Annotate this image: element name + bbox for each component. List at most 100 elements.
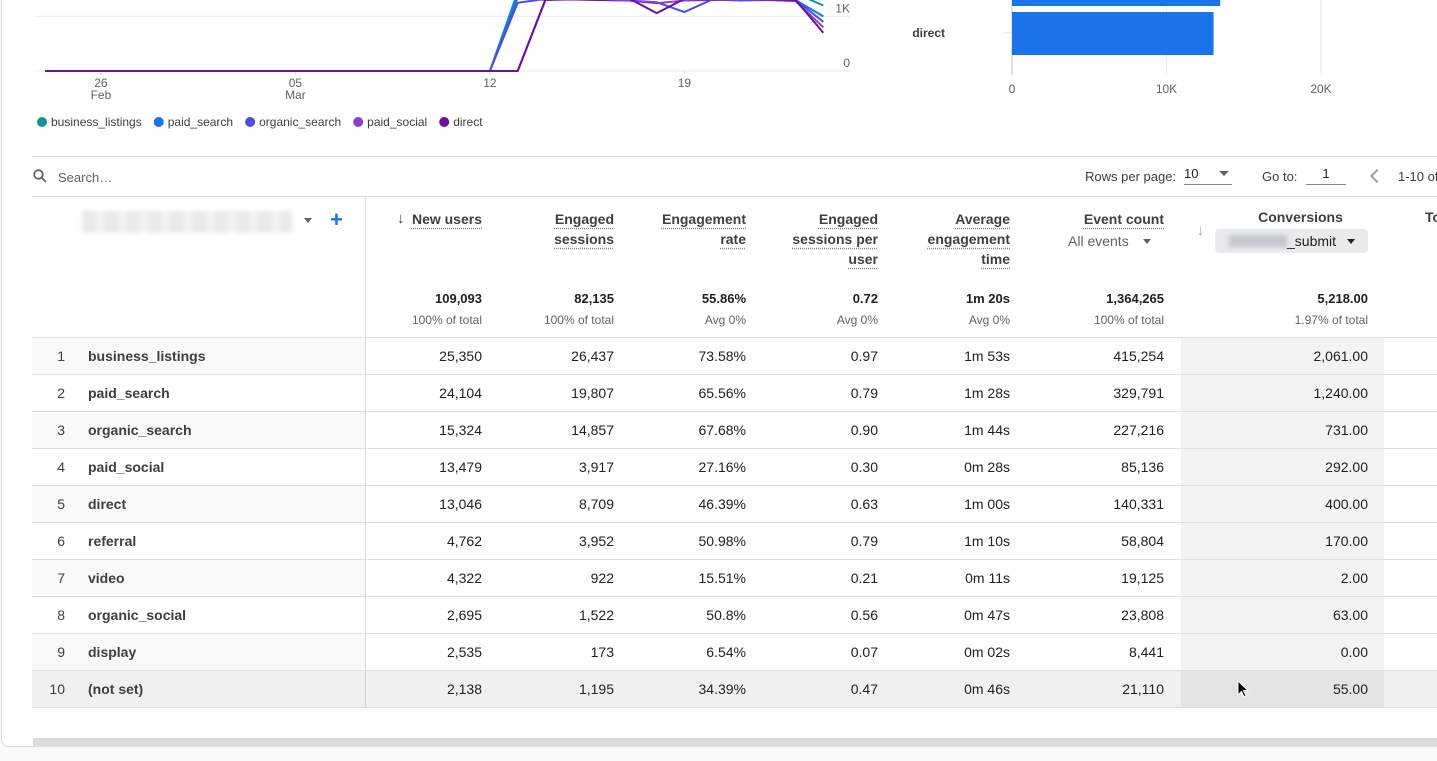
y-tick-label: direct [912,26,945,40]
cell-value: 0m 02s [964,644,1010,660]
row-index: 2 [57,385,65,401]
row-band [32,634,365,670]
page-range: 1-10 of [1398,169,1437,184]
metric-selector[interactable]: All events [1068,233,1129,249]
column-header[interactable]: Engaged sessions [518,209,614,249]
x-tick-label: 19 [678,76,692,90]
cell-value: 1m 10s [964,533,1010,549]
column-header[interactable]: Engaged sessions per user [782,209,878,269]
row-dimension: (not set) [88,681,143,697]
cell-value: 292.00 [1325,459,1368,475]
search-input[interactable]: Search… [58,170,112,185]
cell-value: 50.8% [706,607,746,623]
cell-value: 329,791 [1113,385,1164,401]
cell-value: 0.21 [851,570,878,586]
row-index: 3 [57,422,65,438]
cell-value: 6.54% [706,644,746,660]
dimension-blur [82,211,292,233]
cell-value: 13,046 [439,496,482,512]
row-band [32,560,365,596]
magnifier [33,169,47,183]
column-header[interactable]: Event count [1068,209,1164,229]
header-text: Engaged sessions per user [792,211,878,267]
cell-value: 8,709 [579,496,614,512]
cell-value: 14,857 [571,422,614,438]
line-series [45,0,823,71]
row-band [32,486,365,522]
cell-value: 170.00 [1325,533,1368,549]
sort-arrow[interactable]: ↓ [1197,222,1204,238]
header-text: Event count [1084,211,1164,227]
row-index: 5 [57,496,65,512]
selector-caret [1143,239,1151,244]
row-dimension: display [88,644,136,660]
total-value: 0.72 [853,291,878,306]
cell-value: 0.79 [851,385,878,401]
legend-dot [37,117,47,127]
cell-value: 1m 28s [964,385,1010,401]
bar [1012,12,1214,55]
row-divider [32,596,1437,597]
x-tick-sublabel: Feb [91,88,112,102]
cell-value: 73.58% [699,348,746,364]
row-divider [32,448,1437,449]
legend-label: direct [453,115,483,129]
row-dimension: referral [88,533,136,549]
cell-value: 0.07 [851,644,878,660]
cell-value: 400.00 [1325,496,1368,512]
cell-value: 1m 44s [964,422,1010,438]
cell-value: 85,136 [1121,459,1164,475]
cell-value: 0.97 [851,348,878,364]
cell-value: 50.98% [699,533,746,549]
cell-value: 26,437 [571,348,614,364]
cell-value: 67.68% [699,422,746,438]
add-dimension[interactable]: + [330,207,343,233]
legend-dot [154,117,164,127]
column-header[interactable]: Average engagement time [914,209,1010,269]
cell-value: 0m 46s [964,681,1010,697]
cell-value: 4,762 [447,533,482,549]
column-header: Conversions [1233,209,1368,225]
column-header[interactable]: Engagement rate [650,209,746,249]
cell-value: 140,331 [1113,496,1164,512]
cell-value: 2,061.00 [1314,348,1369,364]
dimension-caret[interactable] [304,218,312,223]
legend-label: paid_social [367,115,427,129]
legend-label: business_listings [51,115,142,129]
scrollbar[interactable] [33,738,1437,746]
goto-input[interactable]: 1 [1306,166,1346,185]
cell-value: 2,695 [447,607,482,623]
cell-value: 19,807 [571,385,614,401]
divider [32,196,1437,197]
legend-dot [439,117,449,127]
cell-value: 23,808 [1121,607,1164,623]
cell-value: 0.30 [851,459,878,475]
cell-value: 0m 47s [964,607,1010,623]
total-note: 1.97% of total [1295,313,1368,327]
line-series [45,0,823,71]
rows-caret [1219,171,1229,176]
cell-value: 8,441 [1129,644,1164,660]
total-note: 100% of total [412,313,482,327]
row-index: 1 [57,348,65,364]
total-value: 1,364,265 [1106,291,1164,306]
cell-value: 1,195 [579,681,614,697]
goto-label: Go to: [1262,169,1297,184]
row-index: 9 [57,644,65,660]
prev-page[interactable] [1370,169,1384,183]
cell-value: 0.63 [851,496,878,512]
event-selector[interactable]: _submit [1215,229,1368,253]
cell-value: 1,240.00 [1314,385,1369,401]
sort-arrow[interactable]: ↓ [397,210,405,227]
cell-value: 27.16% [699,459,746,475]
cell-value: 13,479 [439,459,482,475]
total-value: 82,135 [574,291,614,306]
cell-value: 15,324 [439,422,482,438]
cell-value: 0.47 [851,681,878,697]
cell-value: 0.00 [1341,644,1368,660]
row-index: 10 [49,681,65,697]
cell-value: 63.00 [1333,607,1368,623]
cell-value: 34.39% [699,681,746,697]
